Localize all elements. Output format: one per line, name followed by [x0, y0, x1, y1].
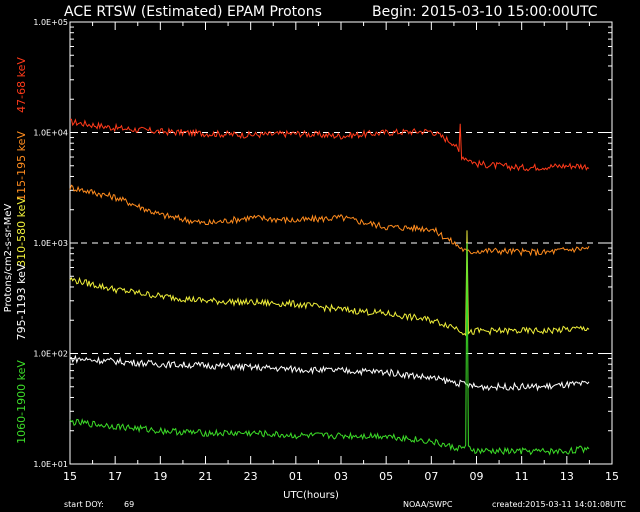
series-line	[69, 242, 590, 456]
source-label: NOAA/SWPC	[403, 500, 453, 509]
y-tick-label: 1.0E+01	[33, 460, 68, 469]
series-line	[69, 354, 590, 392]
x-tick-label: 23	[244, 470, 258, 483]
x-tick-label: 17	[108, 470, 122, 483]
x-tick-label: 09	[470, 470, 484, 483]
x-tick-label: 03	[334, 470, 348, 483]
series-line	[69, 230, 590, 337]
x-tick-label: 15	[605, 470, 619, 483]
y-tick-label: 1.0E+03	[33, 239, 68, 248]
start-doy-label: start DOY:	[64, 500, 104, 509]
x-axis-label: UTC(hours)	[283, 490, 339, 501]
plot-area: 1.0E+01 1.0E+02 1.0E+03 1.0E+04 1.0E+05 15 17 1…	[15, 18, 619, 483]
x-tick-label: 19	[153, 470, 167, 483]
y-axis-label: Protons/cm2-s-sr-MeV	[3, 203, 14, 312]
series-line	[70, 118, 590, 172]
legend-label: 795-1193 keV	[15, 263, 28, 340]
y-tick-label: 1.0E+05	[33, 18, 68, 27]
legend-label: 1060-1900 keV	[15, 360, 28, 444]
x-tick-label: 21	[199, 470, 213, 483]
legend-label: 115-195 keV	[15, 131, 28, 201]
begin-time: Begin: 2015-03-10 15:00:00UTC	[372, 4, 598, 20]
x-tick-label: 15	[63, 470, 77, 483]
legend-label: 310-580 keV	[15, 197, 28, 267]
x-tick-label: 07	[424, 470, 438, 483]
x-tick-label: 01	[289, 470, 303, 483]
x-tick-label: 11	[515, 470, 529, 483]
start-doy-value: 69	[124, 500, 134, 509]
legend-label: 47-68 keV	[15, 57, 28, 113]
x-tick-label: 13	[560, 470, 574, 483]
chart-title: ACE RTSW (Estimated) EPAM Protons	[64, 4, 322, 20]
y-tick-label: 1.0E+04	[33, 129, 68, 138]
x-tick-label: 05	[379, 470, 393, 483]
y-tick-label: 1.0E+02	[33, 350, 68, 359]
series-line	[69, 184, 590, 257]
created-label: created:2015-03-11 14:01:08UTC	[492, 500, 626, 509]
